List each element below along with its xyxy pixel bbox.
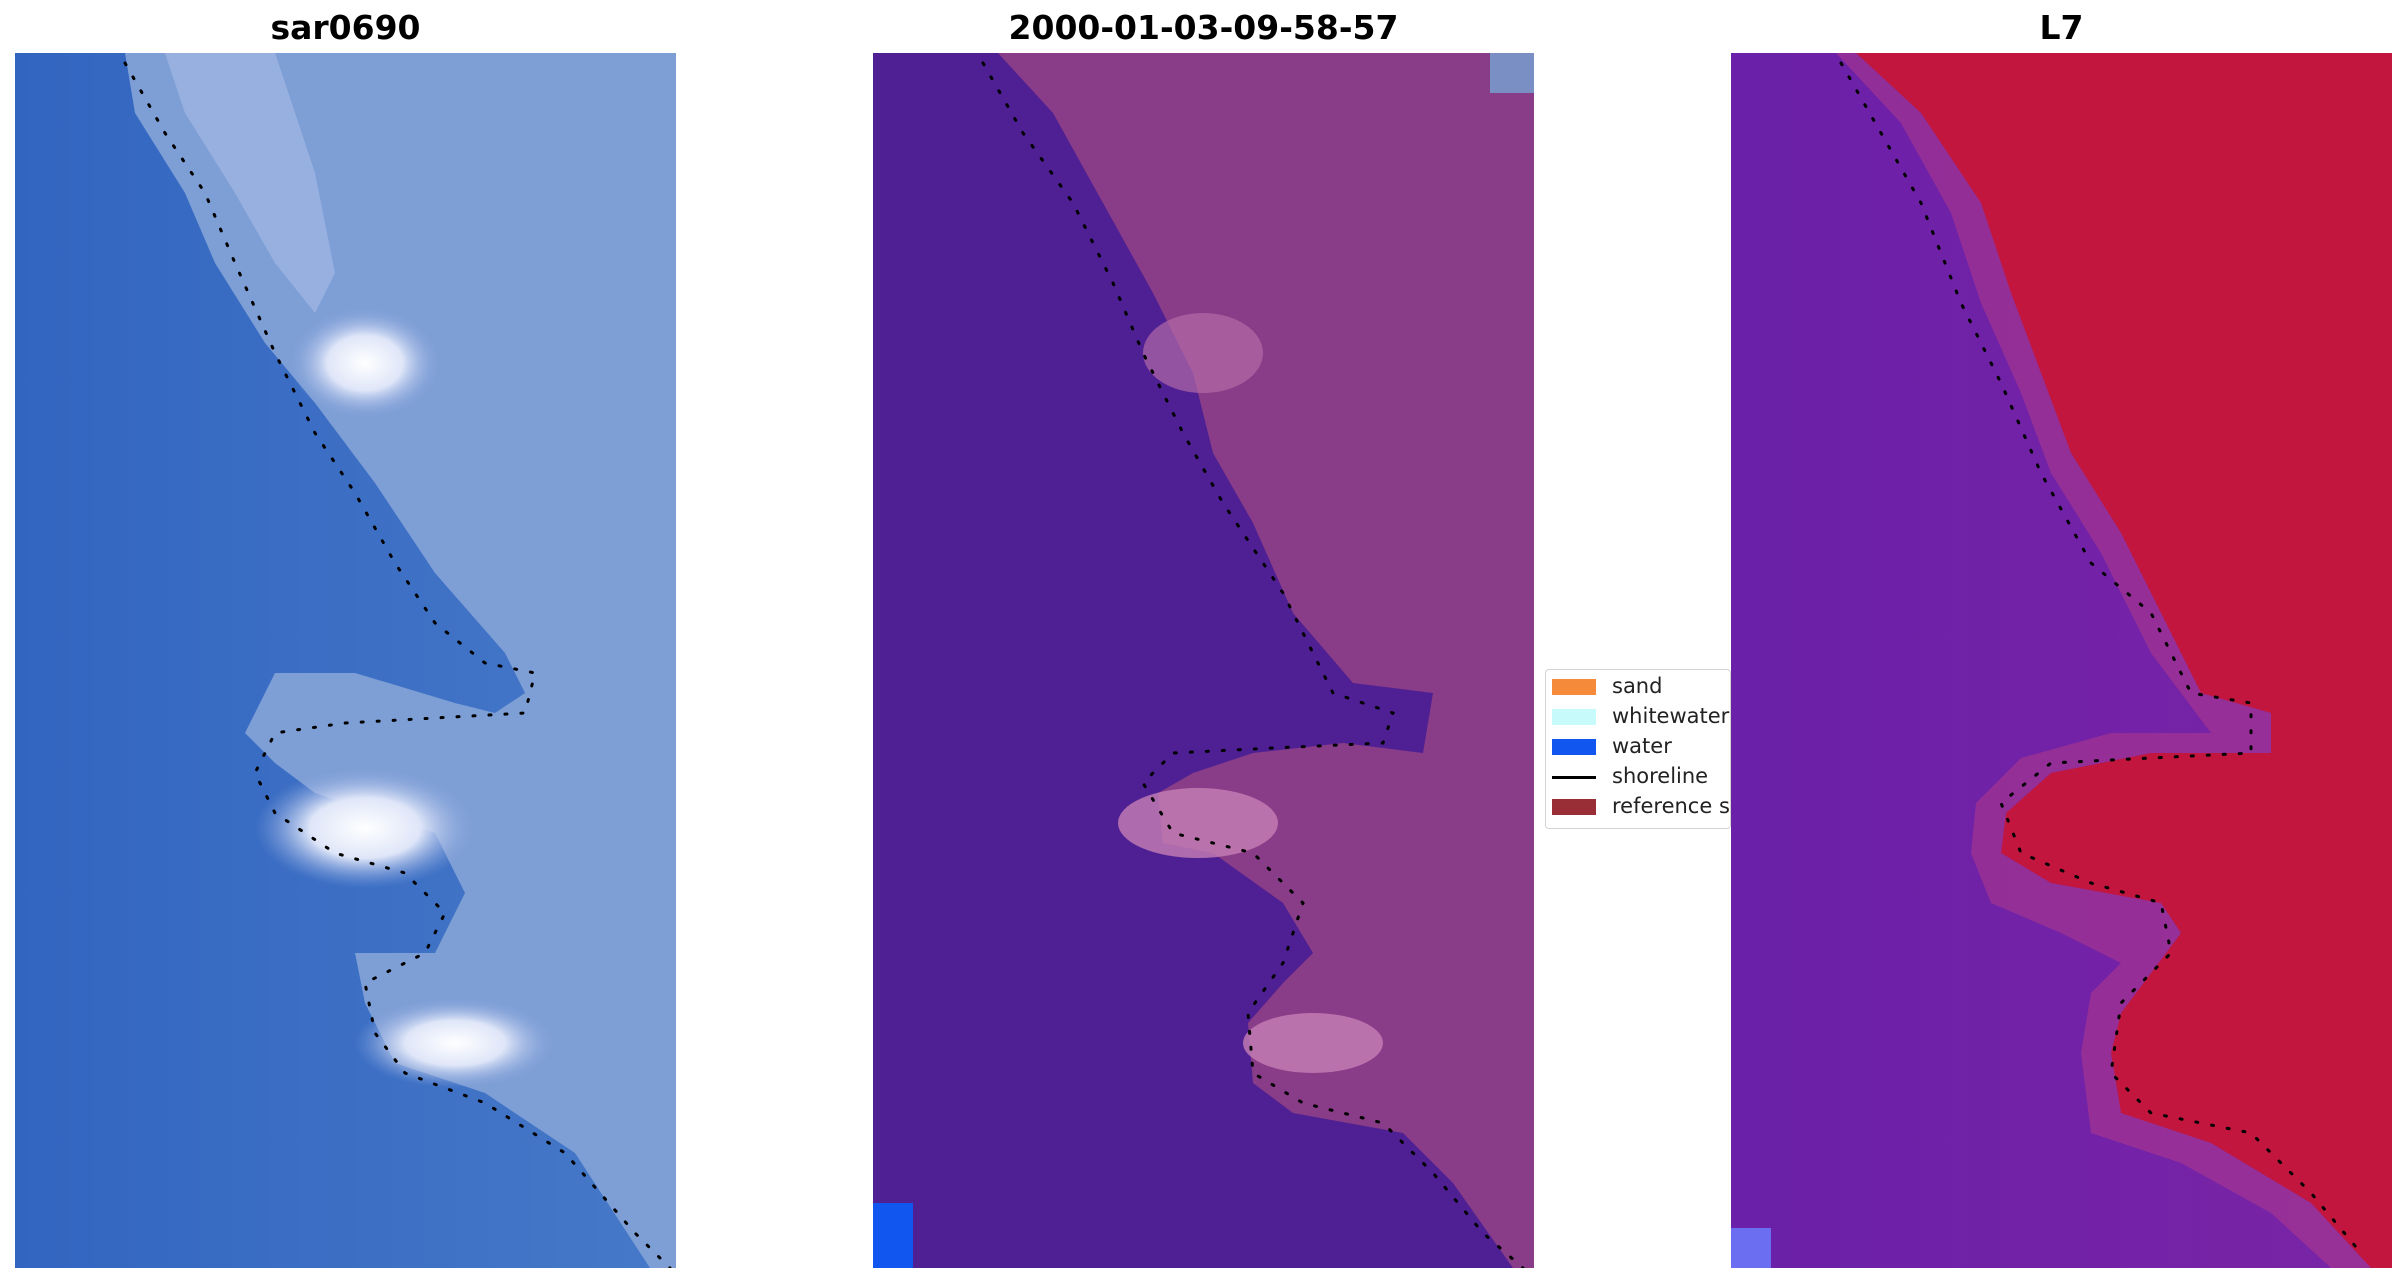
classified-image bbox=[873, 53, 1534, 1268]
legend: sand whitewater water shoreline referenc… bbox=[1545, 669, 1731, 829]
index-image-panel bbox=[1731, 53, 2392, 1268]
shoreline-line-swatch bbox=[1552, 776, 1596, 779]
panel-title-rgb: sar0690 bbox=[270, 8, 421, 47]
legend-item-sand: sand bbox=[1546, 670, 1730, 700]
legend-item-shoreline: shoreline bbox=[1546, 760, 1730, 790]
legend-label: whitewater bbox=[1612, 704, 1730, 728]
legend-label: shoreline bbox=[1612, 764, 1709, 788]
legend-item-reference-shoreline-buffer: reference shoreline buffer bbox=[1546, 790, 1730, 820]
rgb-image bbox=[15, 53, 676, 1268]
legend-label: sand bbox=[1612, 674, 1663, 698]
panel-title-index: L7 bbox=[2039, 8, 2084, 47]
legend-item-whitewater: whitewater bbox=[1546, 700, 1730, 730]
whitewater-swatch bbox=[1552, 709, 1596, 725]
shoreline-trace bbox=[1839, 61, 2363, 1255]
legend-label: water bbox=[1612, 734, 1672, 758]
index-image bbox=[1731, 53, 2392, 1268]
panel-title-classified: 2000-01-03-09-58-57 bbox=[1008, 8, 1399, 47]
legend-item-water: water bbox=[1546, 730, 1730, 760]
index-land bbox=[1856, 53, 2392, 1268]
water-swatch bbox=[1552, 739, 1596, 755]
shoreline-trace bbox=[981, 61, 1525, 1268]
classified-image-panel bbox=[873, 53, 1534, 1268]
reference-buffer-swatch bbox=[1552, 799, 1596, 815]
rgb-image-panel bbox=[15, 53, 676, 1268]
sand-swatch bbox=[1552, 679, 1596, 695]
classified-land bbox=[998, 53, 1534, 1268]
rgb-land bbox=[125, 53, 676, 1268]
legend-label: reference shoreline buffer bbox=[1612, 794, 1730, 818]
